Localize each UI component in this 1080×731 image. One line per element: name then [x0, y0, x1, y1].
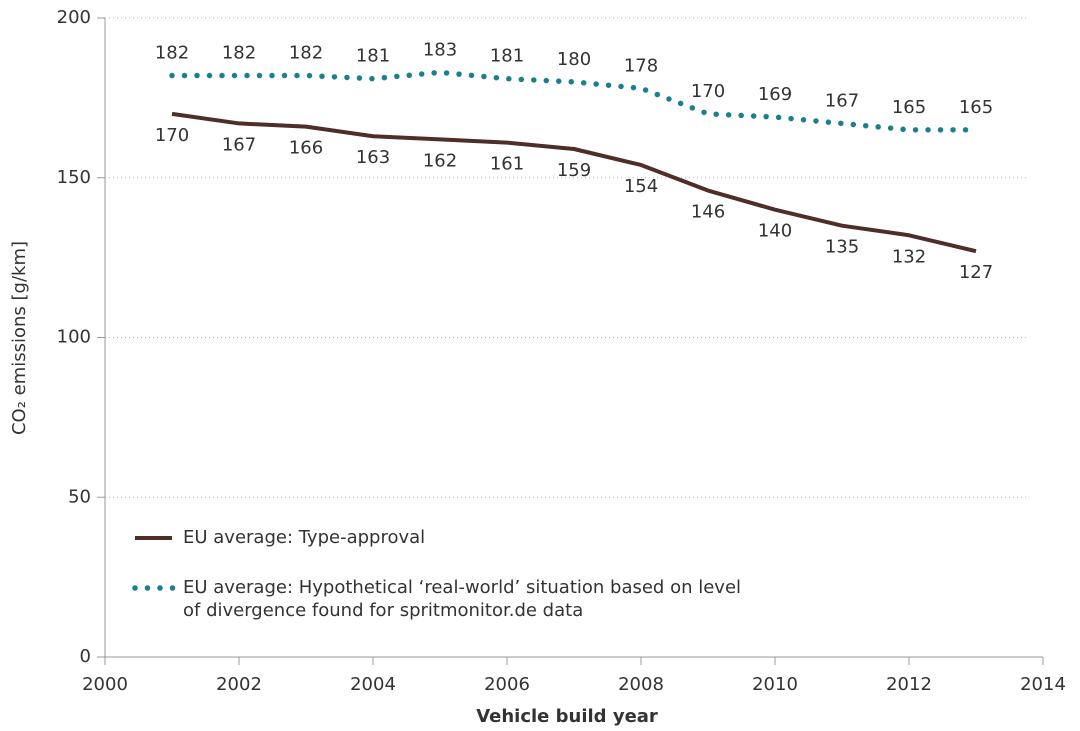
x-tick-label: 2014 — [1020, 674, 1066, 695]
data-label: 146 — [691, 202, 725, 223]
x-tick-label: 2004 — [350, 674, 396, 695]
x-axis-label: Vehicle build year — [476, 706, 658, 727]
data-label: 170 — [691, 81, 725, 102]
data-label: 181 — [490, 46, 524, 67]
data-label: 127 — [959, 262, 993, 283]
data-label: 170 — [155, 125, 189, 146]
legend-label: EU average: Type-approval — [183, 527, 426, 548]
data-label: 154 — [624, 176, 658, 197]
data-label: 178 — [624, 55, 658, 76]
x-tick-label: 2002 — [216, 674, 262, 695]
x-tick-label: 2006 — [484, 674, 530, 695]
data-label: 180 — [557, 49, 591, 70]
data-label: 165 — [892, 97, 926, 118]
y-tick-label: 150 — [57, 167, 91, 188]
y-axis-label: CO₂ emissions [g/km] — [9, 241, 30, 435]
data-label: 167 — [825, 90, 859, 111]
data-label: 167 — [222, 134, 256, 155]
series-line — [169, 69, 979, 133]
x-tick-label: 2010 — [752, 674, 798, 695]
y-tick-label: 200 — [57, 7, 91, 28]
data-label: 140 — [758, 221, 792, 242]
series-line — [171, 111, 977, 254]
data-label: 163 — [356, 147, 390, 168]
y-tick-label: 50 — [68, 486, 91, 507]
y-tick-label: 0 — [80, 646, 91, 667]
x-tick-label: 2000 — [82, 674, 128, 695]
data-label: 169 — [758, 84, 792, 105]
data-label: 181 — [356, 46, 390, 67]
data-label: 135 — [825, 237, 859, 258]
data-label: 166 — [289, 138, 323, 159]
legend-label: EU average: Hypothetical ‘real-world’ si… — [183, 577, 742, 621]
y-tick-label: 100 — [57, 327, 91, 348]
data-label: 182 — [289, 43, 323, 64]
data-label: 132 — [892, 246, 926, 267]
data-label: 165 — [959, 97, 993, 118]
data-label: 182 — [222, 43, 256, 64]
data-label: 162 — [423, 150, 457, 171]
data-label: 159 — [557, 160, 591, 181]
x-tick-label: 2008 — [618, 674, 664, 695]
data-label: 161 — [490, 154, 524, 175]
x-tick-label: 2012 — [886, 674, 932, 695]
data-label: 182 — [155, 43, 189, 64]
data-label: 183 — [423, 39, 457, 60]
